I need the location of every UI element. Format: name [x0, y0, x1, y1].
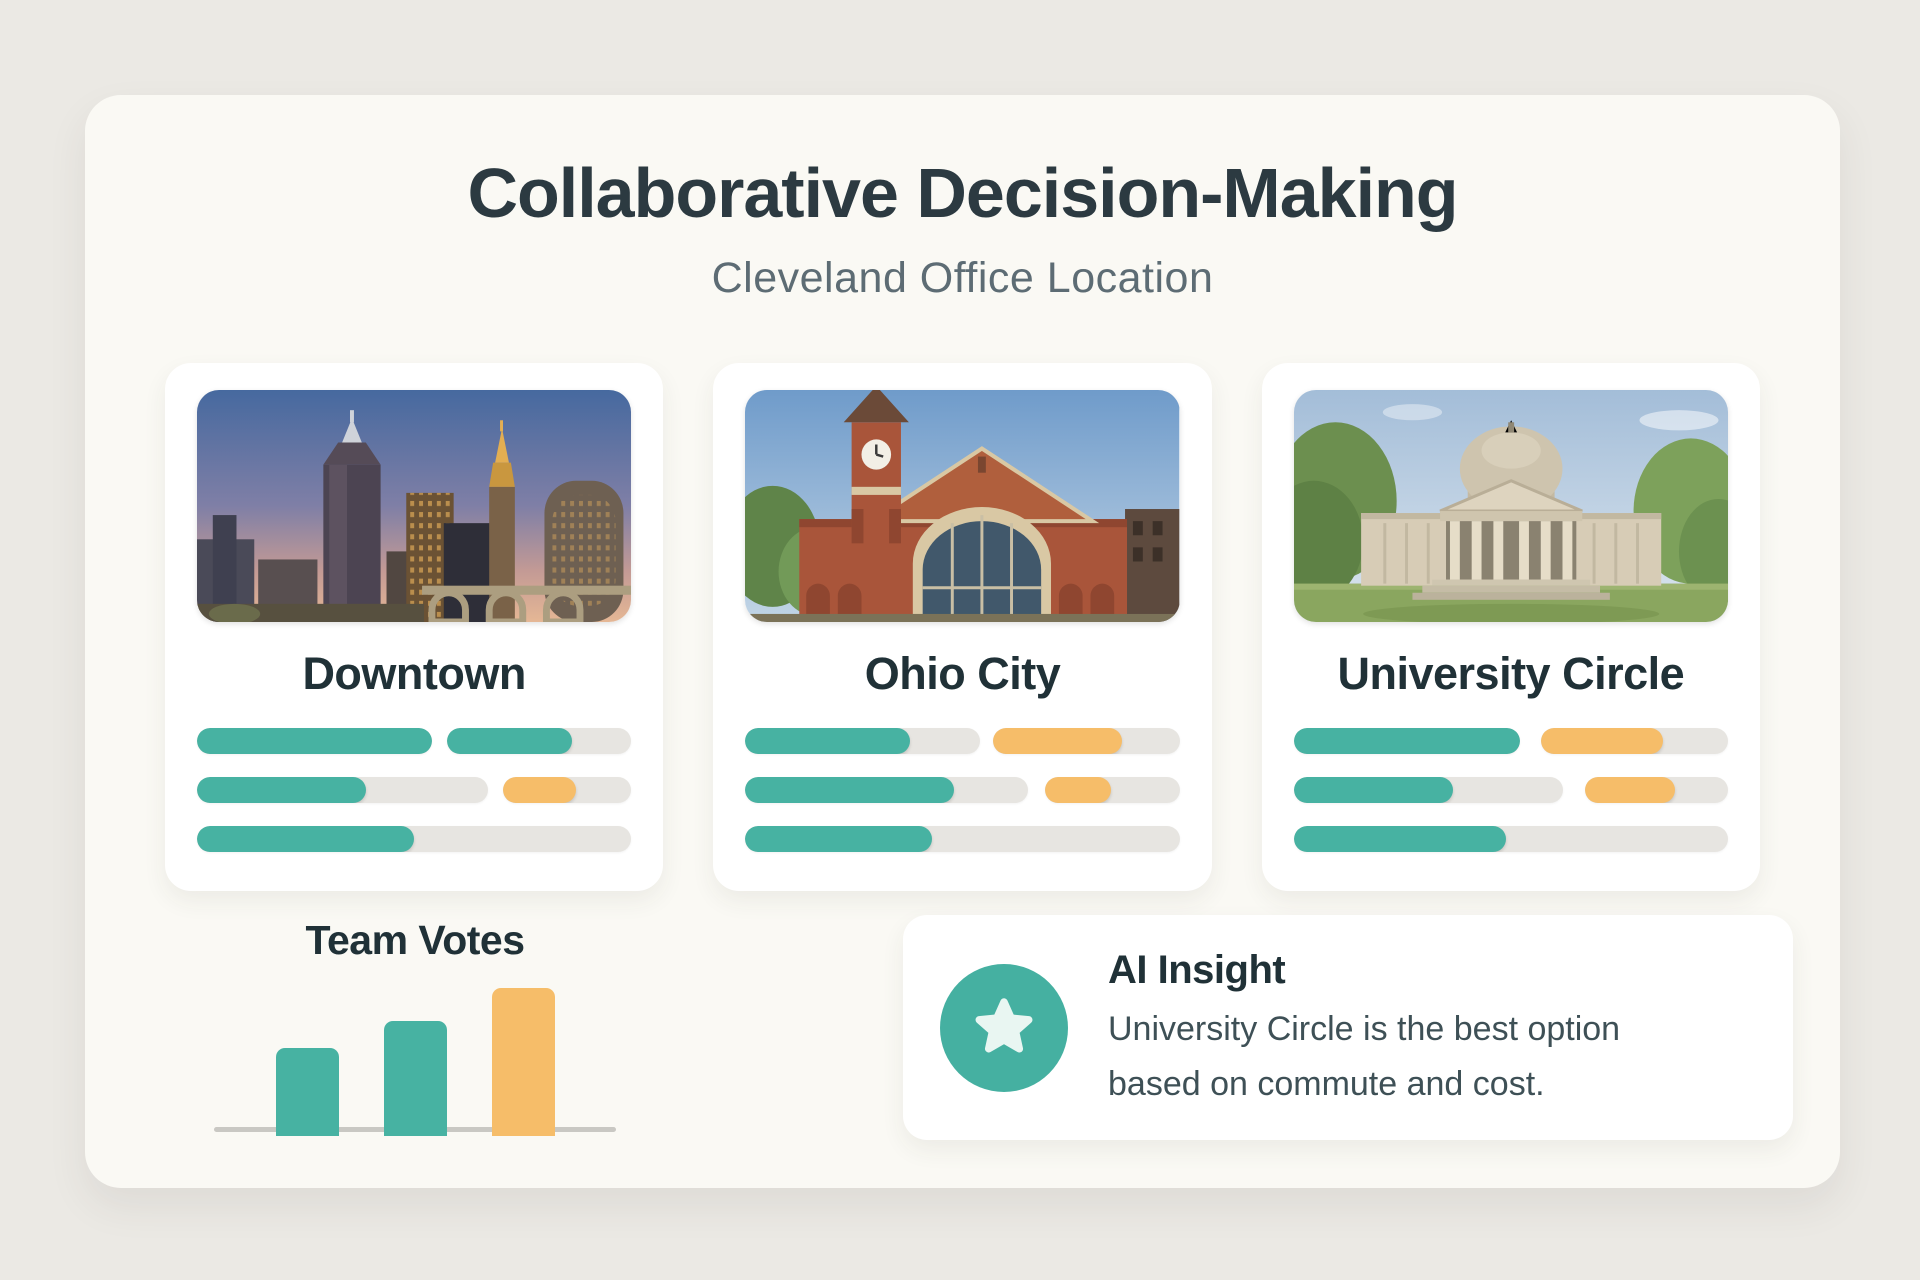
score-bar-track [992, 728, 1180, 754]
score-bar-track [745, 826, 1180, 852]
location-card-ohio-city[interactable]: Ohio City [713, 363, 1212, 891]
team-votes-bar-chart [214, 976, 616, 1136]
score-bar-fill-orange [1584, 777, 1675, 803]
score-bar-fill-orange [1045, 777, 1111, 803]
score-bar-fill-teal [446, 728, 573, 754]
star-icon [975, 997, 1033, 1053]
score-bar-track [745, 777, 1028, 803]
score-bar-track [1045, 777, 1180, 803]
university-circle-score-bars [1293, 728, 1728, 852]
vote-bar-ohio-city [383, 1021, 447, 1136]
ai-insight-line-1: University Circle is the best option [1108, 1009, 1621, 1048]
chart-bars [214, 976, 616, 1136]
ai-insight-title: AI Insight [1108, 947, 1286, 992]
ai-insight-text: AI Insight University Circle is the best… [1108, 948, 1620, 1108]
card-title-downtown: Downtown [302, 648, 526, 699]
score-bar-fill-teal [1293, 777, 1453, 803]
score-bar-row [197, 777, 632, 803]
score-bar-row [197, 728, 632, 754]
score-bar-fill-teal [1293, 728, 1520, 754]
score-bar-track [745, 728, 980, 754]
score-bar-fill-teal [1293, 826, 1507, 852]
main-panel: Collaborative Decision-Making Cleveland … [85, 95, 1840, 1188]
location-card-university-circle[interactable]: University Circle [1261, 363, 1760, 891]
location-cards-row: Downtown [85, 363, 1840, 891]
ai-insight-line-2: based on commute and cost. [1108, 1064, 1545, 1103]
score-bar-track [503, 777, 632, 803]
score-bar-track [1584, 777, 1728, 803]
score-bar-track [197, 777, 488, 803]
score-bar-row [1293, 826, 1728, 852]
score-bar-track [1293, 777, 1563, 803]
score-bar-fill-orange [992, 728, 1122, 754]
header: Collaborative Decision-Making Cleveland … [85, 95, 1840, 303]
team-votes-title: Team Votes [305, 917, 525, 963]
score-bar-fill-teal [197, 777, 366, 803]
downtown-skyline-photo [197, 390, 632, 622]
ohio-city-market-photo [745, 390, 1180, 622]
downtown-score-bars [197, 728, 632, 852]
card-title-university-circle: University Circle [1337, 648, 1685, 699]
score-bar-track [1293, 728, 1520, 754]
vote-bar-university-circle [491, 988, 555, 1136]
ohio-city-score-bars [745, 728, 1180, 852]
ai-insight-card: AI Insight University Circle is the best… [903, 915, 1793, 1140]
score-bar-row [1293, 728, 1728, 754]
score-bar-track [1293, 826, 1728, 852]
vote-bar-downtown [275, 1048, 339, 1136]
team-votes-section: Team Votes [166, 917, 664, 1136]
score-bar-fill-orange [503, 777, 577, 803]
score-bar-fill-teal [745, 826, 933, 852]
score-bar-track [197, 728, 432, 754]
score-bar-row [745, 777, 1180, 803]
score-bar-fill-teal [197, 826, 415, 852]
score-bar-track [197, 826, 632, 852]
score-bar-row [745, 728, 1180, 754]
score-bar-row [197, 826, 632, 852]
score-bar-fill-teal [197, 728, 432, 754]
page-title: Collaborative Decision-Making [467, 154, 1458, 232]
score-bar-track [446, 728, 632, 754]
score-bar-row [1293, 777, 1728, 803]
score-bar-row [745, 826, 1180, 852]
card-title-ohio-city: Ohio City [864, 648, 1061, 699]
score-bar-track [1541, 728, 1728, 754]
score-bar-fill-orange [1541, 728, 1663, 754]
score-bar-fill-teal [745, 728, 910, 754]
score-bar-fill-teal [745, 777, 955, 803]
page-subtitle: Cleveland Office Location [711, 254, 1214, 302]
location-card-downtown[interactable]: Downtown [165, 363, 664, 891]
ai-insight-icon-circle [940, 963, 1068, 1092]
university-circle-museum-photo [1293, 390, 1728, 622]
